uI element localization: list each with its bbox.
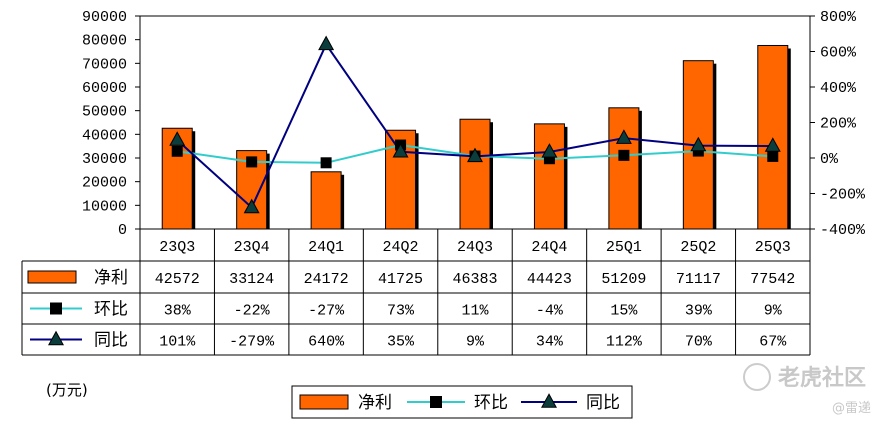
category-label: 23Q4 [234,239,270,256]
table-cell: 41725 [378,271,423,288]
table-cell: 71117 [676,271,721,288]
bar [161,127,193,230]
table-cell: 33124 [229,271,274,288]
left-axis-tick-label: 70000 [82,56,127,73]
right-axis-tick-label: -200% [820,187,866,204]
left-axis-tick-label: 60000 [82,80,127,97]
table-cell: 9% [466,334,485,351]
category-label: 24Q3 [457,239,493,256]
right-axis-tick-label: 600% [820,45,857,62]
bar [459,118,491,230]
legend-swatch [299,394,349,410]
row-key-swatch [27,270,77,284]
huanbi-marker [171,145,183,157]
table-cell: 640% [308,334,345,351]
right-axis-tick-label: 800% [820,9,857,26]
bar [533,123,565,230]
tongbi-marker [169,131,186,146]
legend-marker [541,393,557,408]
table-cell: -22% [234,303,271,320]
row-header-label: 同比 [94,331,128,351]
bar [757,44,789,230]
table-cell: 11% [461,303,489,320]
tongbi-marker [467,147,483,163]
legend-label: 净利 [358,393,392,413]
huanbi-marker [246,156,258,168]
tongbi-marker [764,137,781,152]
tongbi-marker [318,35,335,51]
row-header-label: 环比 [94,300,128,320]
table-cell: -4% [536,303,564,320]
watermark-text: 老虎社区 [777,365,866,391]
tongbi-marker [615,129,632,144]
table-cell: 34% [536,334,564,351]
left-axis-tick-label: 20000 [82,175,127,192]
table-cell: 35% [387,334,415,351]
row-key-marker [48,330,64,346]
right-axis-tick-label: 0% [820,151,839,168]
tongbi-marker [690,136,707,152]
unit-label: (万元) [46,381,88,399]
tongbi-marker [541,143,558,158]
huanbi-marker [618,149,630,161]
table-cell: 67% [759,334,787,351]
table-cell: 39% [685,303,713,320]
table-cell: 9% [764,303,783,320]
table-cell: 24172 [304,271,349,288]
left-axis-tick-label: 90000 [82,9,127,26]
table-cell: 101% [159,334,196,351]
left-axis-tick-label: 40000 [82,127,127,144]
category-label: 25Q2 [680,239,716,256]
bar [310,171,342,230]
tongbi-marker [243,198,260,214]
huanbi-marker [320,157,332,169]
right-axis-tick-label: -400% [820,222,866,239]
table-cell: 73% [387,303,415,320]
legend-label: 同比 [586,393,620,413]
category-label: 24Q2 [383,239,419,256]
left-axis-tick-label: 30000 [82,151,127,168]
left-axis-tick-label: 80000 [82,33,127,50]
table-cell: 44423 [527,271,572,288]
table-cell: 38% [164,303,192,320]
category-label: 25Q1 [606,239,642,256]
category-label: 24Q4 [531,239,567,256]
huanbi-marker [767,150,779,162]
table-cell: 77542 [750,271,795,288]
bar [608,107,640,230]
table-cell: 15% [610,303,638,320]
left-axis-tick-label: 50000 [82,104,127,121]
category-label: 23Q3 [159,239,195,256]
watermark-subtext: @雷递 [832,401,871,416]
tongbi-marker [392,142,409,158]
left-axis-tick-label: 0 [118,222,127,239]
row-key-marker [50,302,62,315]
table-cell: 70% [685,334,713,351]
watermark-icon [743,363,771,391]
table-cell: 112% [606,334,643,351]
right-axis-tick-label: 400% [820,80,857,97]
row-header-label: 净利 [94,268,128,288]
category-label: 24Q1 [308,239,344,256]
table-cell: 42572 [155,271,200,288]
table-cell: -279% [229,334,275,351]
legend-marker [430,396,442,408]
table-cell: -27% [308,303,345,320]
right-axis-tick-label: 200% [820,116,857,133]
legend-label: 环比 [474,393,508,413]
category-label: 25Q3 [755,239,791,256]
table-cell: 46383 [452,271,497,288]
table-cell: 51209 [601,271,646,288]
left-axis-tick-label: 10000 [82,198,127,215]
